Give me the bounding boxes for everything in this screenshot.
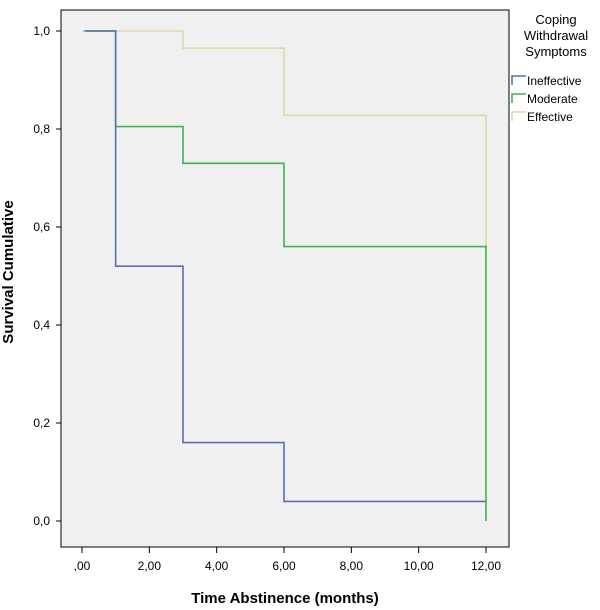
x-tick-label: 10,00 [404,559,434,573]
x-tick-label: 8,00 [340,559,364,573]
x-tick-label: 12,00 [471,559,501,573]
x-tick-label: ,00 [74,559,91,573]
x-axis: ,00 2,00 4,00 6,00 8,00 10,00 12,00 [74,547,501,573]
legend-label-ineffective: Ineffective [527,74,582,88]
y-axis: 0,0 0,2 0,4 0,6 0,8 1,0 [33,24,61,528]
legend-label-moderate: Moderate [527,92,578,106]
y-tick-label: 0,0 [33,514,50,528]
censor-mark: + [78,24,85,38]
legend-label-effective: Effective [527,110,573,124]
legend-title-line-2: Withdrawal [524,28,588,43]
x-tick-label: 6,00 [272,559,296,573]
legend-title-line-1: Coping [535,12,576,27]
series-line-effective [82,30,487,247]
x-axis-title: Time Abstinence (months) [191,590,379,607]
y-tick-label: 0,4 [33,318,50,332]
legend: Coping Withdrawal Symptoms Ineffective Mo… [511,12,588,124]
series-layer: + [78,24,487,521]
x-tick-label: 2,00 [138,559,162,573]
legend-swatch-moderate [511,93,526,103]
y-tick-label: 0,2 [33,416,50,430]
plot-area [60,9,510,548]
y-tick-label: 0,6 [33,220,50,234]
legend-swatch-ineffective [511,75,526,85]
x-tick-label: 4,00 [205,559,229,573]
legend-swatch-effective [511,111,526,121]
y-tick-label: 0,8 [33,122,50,136]
y-tick-label: 1,0 [33,24,50,38]
y-axis-title: Survival Cumulative [0,200,17,343]
legend-title-line-3: Symptoms [525,44,587,59]
series-line-ineffective [82,30,486,503]
